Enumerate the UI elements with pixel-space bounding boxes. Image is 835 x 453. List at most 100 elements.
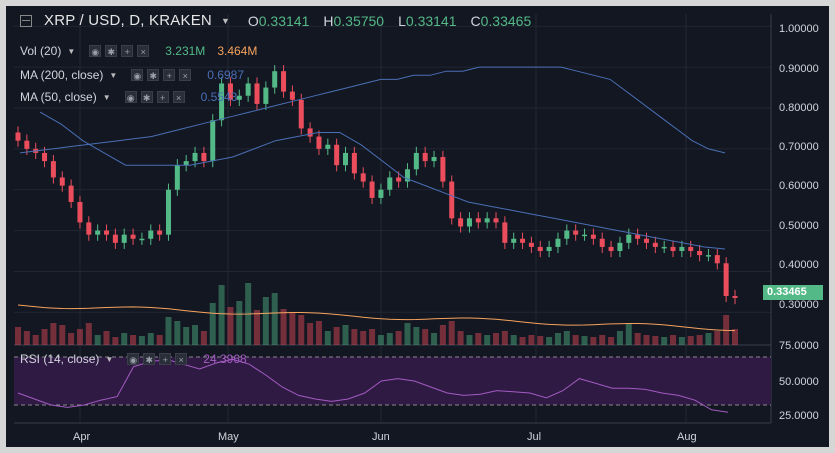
candle-body (528, 242, 534, 247)
candle-body (298, 99, 304, 129)
volume-bar (121, 333, 128, 345)
volume-bar (165, 317, 172, 345)
volume-bar (616, 331, 623, 345)
volume-bar (466, 335, 473, 345)
volume-bar (634, 333, 641, 345)
candle-body (77, 201, 83, 223)
time-axis-label: Jul (527, 431, 542, 443)
gear-icon[interactable]: ✱ (147, 69, 160, 81)
candle-body (139, 238, 145, 241)
volume-bar (661, 337, 668, 345)
time-axis-label: May (218, 431, 239, 443)
eye-icon[interactable]: ◉ (131, 69, 144, 81)
volume-bar (112, 337, 119, 345)
indicator-name[interactable]: Vol (20) (20, 44, 62, 58)
price-axis-label: 0.30000 (779, 299, 819, 311)
volume-bar (315, 321, 322, 345)
price-axis-label: 0.50000 (779, 220, 819, 232)
candle-body (396, 177, 402, 182)
price-axis-label: 0.70000 (779, 141, 819, 153)
open-value: 0.33141 (258, 12, 310, 29)
candle-body (272, 71, 278, 88)
volume-bar (510, 335, 517, 345)
candle-body (404, 169, 410, 182)
volume-bar (608, 337, 615, 345)
volume-bar (254, 310, 260, 345)
volume-bar (475, 333, 482, 345)
indicator-value: 3.231M (165, 44, 206, 58)
candle-body (608, 246, 614, 252)
candle-body (564, 230, 570, 239)
volume-bar (103, 331, 110, 345)
candle-body (325, 144, 331, 149)
close-key: C (470, 12, 481, 29)
volume-bar (130, 335, 137, 345)
candle-body (582, 234, 588, 237)
candle-body (537, 246, 543, 252)
indicator-ma50: MA (50, close) ▼ ◉ ✱ + × 0.5543 (20, 90, 237, 104)
chevron-down-icon[interactable]: ▼ (67, 46, 76, 56)
plus-icon[interactable]: + (156, 91, 169, 103)
eye-icon[interactable]: ◉ (127, 353, 140, 365)
plus-icon[interactable]: + (121, 45, 134, 57)
volume-bar (138, 336, 145, 345)
volume-bar (519, 337, 526, 345)
volume-bar (439, 325, 446, 345)
volume-bar (696, 335, 703, 345)
indicator-name[interactable]: MA (200, close) (20, 68, 104, 82)
chevron-down-icon[interactable]: ▼ (109, 70, 118, 80)
volume-bar (41, 329, 48, 345)
plus-icon[interactable]: + (159, 353, 172, 365)
chevron-down-icon[interactable]: ▼ (102, 92, 111, 102)
candle-body (104, 230, 110, 235)
chevron-down-icon[interactable]: ▼ (105, 354, 114, 364)
candle-body (626, 234, 632, 243)
volume-bar (431, 333, 438, 345)
candle-body (245, 83, 251, 96)
candle-body (511, 238, 517, 243)
indicator-value: 24.3968 (203, 352, 247, 366)
ma200-line (19, 66, 726, 154)
volume-bar (236, 301, 243, 345)
close-icon[interactable]: × (179, 69, 192, 81)
indicator-name[interactable]: MA (50, close) (20, 90, 97, 104)
gear-icon[interactable]: ✱ (140, 91, 153, 103)
chevron-down-icon[interactable]: ▼ (220, 15, 230, 26)
plus-icon[interactable]: + (163, 69, 176, 81)
candle-body (165, 189, 171, 235)
eye-icon[interactable]: ◉ (89, 45, 102, 57)
time-axis-label: Apr (73, 431, 91, 443)
candle-body (440, 157, 446, 182)
candle-body (281, 71, 287, 92)
candle-body (484, 218, 490, 223)
candle-body (732, 295, 738, 299)
candle-body (254, 83, 260, 104)
price-axis-label: 0.60000 (779, 180, 819, 192)
close-icon[interactable]: × (137, 45, 150, 57)
candle-body (50, 161, 56, 178)
candle-body (86, 222, 92, 235)
low-key: L (398, 12, 406, 29)
candle-body (68, 185, 74, 202)
collapse-icon[interactable] (20, 14, 32, 27)
rsi-axis-label: 25.0000 (779, 410, 819, 422)
indicator-name[interactable]: RSI (14, close) (20, 352, 100, 366)
symbol-title[interactable]: XRP / USD, D, KRAKEN (44, 12, 212, 29)
close-icon[interactable]: × (175, 353, 188, 365)
volume-bar (687, 336, 694, 345)
gear-icon[interactable]: ✱ (143, 353, 156, 365)
close-icon[interactable]: × (172, 91, 185, 103)
close-value: 0.33465 (480, 12, 532, 29)
volume-bar (554, 333, 561, 345)
open-key: O (247, 12, 259, 29)
volume-ma-line (17, 304, 736, 332)
last-price-badge: 0.33465 (763, 285, 823, 300)
candle-body (183, 161, 189, 166)
candle-body (520, 238, 526, 243)
volume-bar (670, 335, 677, 345)
gear-icon[interactable]: ✱ (105, 45, 118, 57)
volume-bar (342, 325, 349, 345)
candle-body (697, 251, 703, 256)
eye-icon[interactable]: ◉ (124, 91, 137, 103)
